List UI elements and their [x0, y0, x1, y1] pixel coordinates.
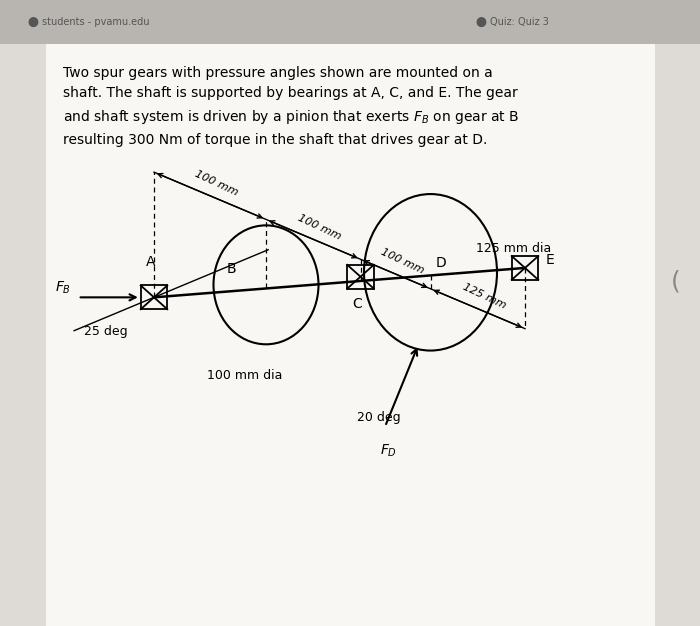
Text: A: A: [146, 255, 155, 269]
Text: 20 deg: 20 deg: [357, 411, 400, 424]
Text: ⬤ Quiz: Quiz 3: ⬤ Quiz: Quiz 3: [476, 17, 549, 27]
Text: D: D: [435, 256, 447, 270]
Text: 125 mm: 125 mm: [461, 282, 508, 310]
Text: B: B: [226, 262, 236, 276]
Text: E: E: [546, 254, 554, 267]
Bar: [46, 44, 655, 626]
Text: 100 mm: 100 mm: [297, 212, 343, 242]
Text: 25 deg: 25 deg: [84, 326, 127, 338]
Text: 100 mm dia: 100 mm dia: [207, 369, 283, 382]
Text: ⬤ students - pvamu.edu: ⬤ students - pvamu.edu: [28, 17, 150, 27]
Text: (: (: [671, 270, 680, 294]
Text: $F_B$: $F_B$: [55, 280, 71, 296]
Text: 125 mm dia: 125 mm dia: [476, 242, 552, 255]
Bar: [654, 44, 700, 626]
Text: Two spur gears with pressure angles shown are mounted on a
shaft. The shaft is s: Two spur gears with pressure angles show…: [63, 66, 519, 146]
Text: 100 mm: 100 mm: [379, 247, 426, 276]
Bar: [0, 0, 700, 44]
Text: 100 mm: 100 mm: [193, 169, 240, 198]
Text: C: C: [352, 297, 362, 310]
Text: $F_D$: $F_D$: [380, 443, 397, 459]
Bar: [0, 44, 46, 626]
